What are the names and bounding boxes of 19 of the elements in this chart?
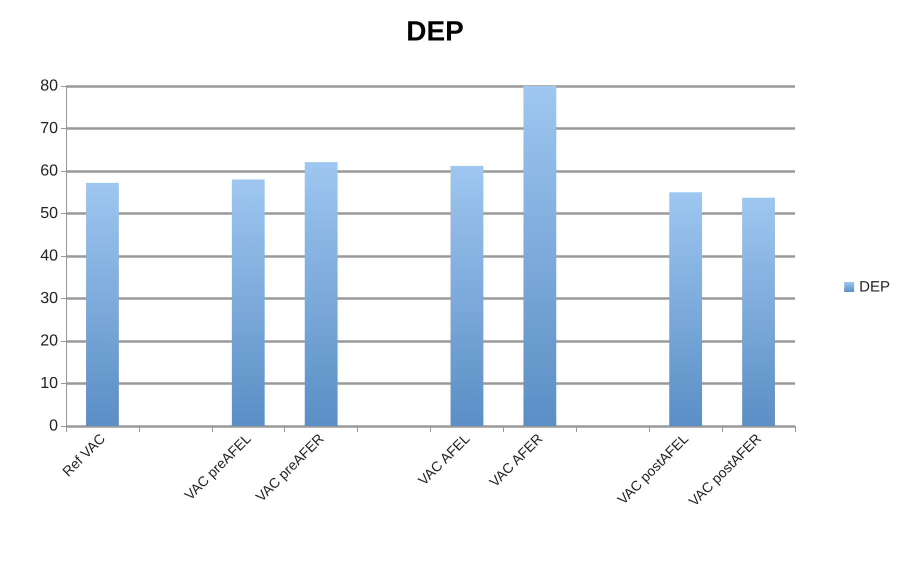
legend-label: DEP	[859, 278, 890, 296]
bar	[304, 162, 338, 426]
bar	[86, 182, 119, 426]
y-tick-label: 50	[40, 205, 58, 222]
y-tick-label: 0	[49, 418, 58, 434]
y-tick-label: 10	[40, 375, 58, 392]
y-tick-label: 30	[40, 290, 58, 307]
x-tick-label: Ref VAC	[59, 430, 108, 480]
chart-title: DEP	[406, 16, 464, 46]
bar	[523, 86, 556, 426]
y-tick-label: 70	[40, 120, 58, 137]
bar	[232, 180, 265, 426]
y-tick-label: 80	[40, 78, 58, 94]
y-tick-label: 20	[40, 332, 58, 350]
y-tick-label: 40	[40, 248, 58, 264]
bar	[669, 192, 702, 426]
y-tick-label: 60	[40, 162, 58, 180]
bar	[742, 198, 775, 426]
bar	[450, 166, 484, 426]
